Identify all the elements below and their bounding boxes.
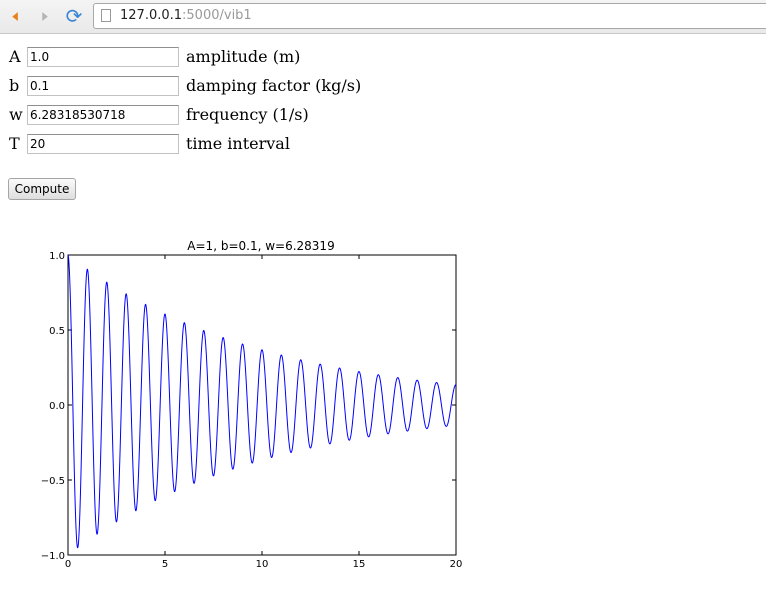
browser-toolbar: 🢐 🢒 ⟳ 127.0.0.1:5000/vib1 [0,0,766,34]
field-label-w: w [9,105,23,124]
field-description-time-interval: time interval [186,134,290,153]
page-icon [101,9,111,22]
amplitude-input[interactable] [27,47,179,67]
address-bar[interactable]: 127.0.0.1:5000/vib1 [93,3,766,29]
back-arrow-icon[interactable]: 🢐 [11,4,19,28]
compute-button[interactable]: Compute [8,178,76,200]
chart-title: A=1, b=0.1, w=6.28319 [187,239,334,253]
y-tick-label: 0.5 [49,326,65,337]
x-tick-label: 10 [256,559,269,570]
y-tick-label: 0.0 [49,401,65,412]
field-label-A: A [9,47,21,66]
x-tick-label: 0 [65,559,71,570]
field-description-frequency: frequency (1/s) [186,105,309,124]
field-description-damping: damping factor (kg/s) [186,76,362,95]
x-tick-label: 20 [450,559,463,570]
time-interval-input[interactable] [27,134,179,154]
vibration-chart: A=1, b=0.1, w=6.28319 0 5 10 15 20 1.0 0.5 0.0… [41,239,463,570]
y-tick-label: −0.5 [41,476,65,487]
url-host: 127.0.0.1 [120,8,183,23]
x-tick-label: 5 [162,559,168,570]
y-tick-label: 1.0 [49,251,65,262]
y-tick-labels: 1.0 0.5 0.0 −0.5 −1.0 [41,251,65,562]
field-description-amplitude: amplitude (m) [186,47,301,66]
y-tick-label: −1.0 [41,551,65,562]
series-line-displacement [67,254,457,549]
x-tick-labels: 0 5 10 15 20 [65,559,463,570]
url-text[interactable]: 127.0.0.1:5000/vib1 [120,8,252,23]
forward-arrow-icon[interactable]: 🢒 [41,4,49,28]
reload-icon[interactable]: ⟳ [65,4,83,28]
frequency-input[interactable] [27,105,179,125]
damping-input[interactable] [27,76,179,96]
url-path: :5000/vib1 [182,8,252,23]
x-tick-label: 15 [353,559,366,570]
field-label-T: T [9,134,20,153]
plot-frame [67,254,457,556]
field-label-b: b [9,76,20,95]
